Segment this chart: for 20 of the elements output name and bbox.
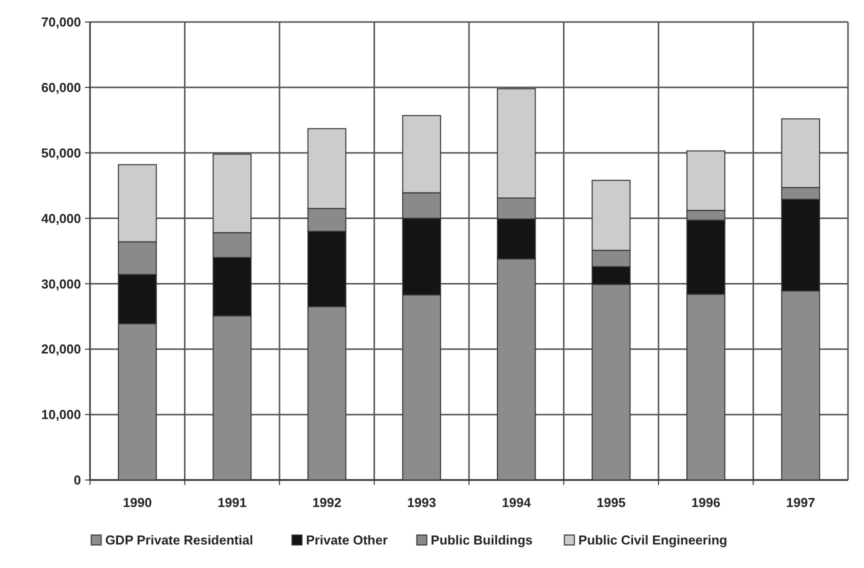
x-tick-label: 1997 [786,495,816,510]
x-tick-label: 1990 [122,495,152,510]
y-tick-label: 40,000 [41,210,81,226]
x-tick-label: 1995 [596,495,626,510]
legend-label: GDP Private Residential [105,532,254,548]
y-tick-label: 50,000 [41,145,81,160]
y-tick-label: 70,000 [41,14,81,30]
legend-label: Private Other [306,532,388,548]
y-tick-label: 20,000 [41,342,81,357]
x-tick-label: 1996 [691,495,720,510]
y-tick-label: 30,000 [41,276,81,292]
y-tick-label: 60,000 [41,80,81,95]
y-tick-label: 10,000 [41,407,81,422]
legend-label: Public Buildings [430,532,533,548]
x-tick-label: 1993 [407,495,436,510]
x-tick-label: 1991 [218,495,247,510]
legend-label: Public Civil Engineering [578,532,728,548]
x-tick-label: 1992 [312,495,342,510]
x-tick-label: 1994 [502,495,532,510]
y-tick-label: 0 [74,472,81,488]
